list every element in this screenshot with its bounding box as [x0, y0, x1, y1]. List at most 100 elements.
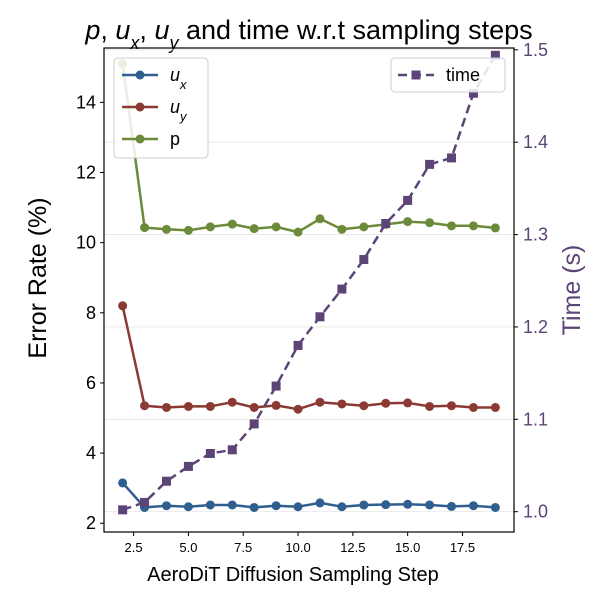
data-point	[337, 399, 347, 409]
data-point	[161, 224, 171, 234]
y-axis-label: Error Rate (%)	[24, 197, 52, 358]
data-point	[249, 224, 259, 234]
y2-tick-label: 1.0	[523, 502, 548, 522]
legend-entry: uy	[122, 97, 188, 124]
y-tick-label: 10	[76, 233, 96, 253]
y2-tick-label: 1.2	[523, 317, 548, 337]
data-point	[359, 255, 369, 265]
legend-label: time	[446, 65, 480, 85]
legend-label-base: u	[170, 97, 180, 117]
data-point	[490, 502, 500, 512]
legend-label: p	[170, 129, 180, 149]
data-point	[490, 50, 500, 60]
series-u-y	[118, 301, 500, 414]
data-point	[271, 222, 281, 232]
data-point	[337, 224, 347, 234]
data-point	[468, 221, 478, 231]
legend-entry: ux	[122, 65, 187, 92]
y2-axis-label: Time (s)	[558, 245, 586, 336]
title-subscript: x	[129, 33, 140, 53]
data-point	[468, 501, 478, 511]
data-point	[403, 398, 413, 408]
y-axis-right: 1.0 1.1 1.2 1.3 1.4 1.5	[514, 40, 548, 522]
data-point	[468, 402, 478, 412]
title-part: ,	[100, 15, 115, 45]
legend-marker	[135, 134, 145, 144]
data-point	[271, 381, 281, 391]
data-point	[249, 502, 259, 512]
data-point	[249, 402, 259, 412]
legend-entry: time	[398, 65, 480, 85]
series-p	[118, 59, 500, 237]
x-axis-label: AeroDiT Diffusion Sampling Step	[147, 564, 439, 586]
data-point	[183, 461, 193, 471]
legend-entry: p	[122, 129, 180, 149]
data-point	[447, 401, 457, 411]
y-tick-label: 4	[86, 443, 96, 463]
data-point	[447, 501, 457, 511]
y2-tick-label: 1.1	[523, 409, 548, 429]
data-point	[118, 478, 128, 488]
y2-tick-label: 1.3	[523, 225, 548, 245]
x-tick-label: 7.5	[234, 540, 252, 555]
data-point	[337, 284, 347, 294]
data-point	[183, 401, 193, 411]
plot-frame	[103, 47, 515, 533]
x-tick-label: 10.0	[285, 540, 310, 555]
title-part: u	[115, 15, 130, 45]
data-point	[161, 501, 171, 511]
data-point	[381, 500, 391, 510]
y-tick-label: 12	[76, 163, 96, 183]
data-point	[227, 397, 237, 407]
legend-right: time	[390, 57, 506, 93]
series-u-x	[118, 478, 500, 512]
data-point	[425, 218, 435, 228]
title-part: ,	[139, 15, 154, 45]
y-tick-label: 6	[86, 373, 96, 393]
data-point	[293, 404, 303, 414]
data-point	[227, 500, 237, 510]
legend-marker	[411, 70, 421, 80]
y2-tick-label: 1.5	[523, 40, 548, 60]
data-point	[490, 223, 500, 233]
legend-label-subscript: y	[179, 109, 188, 124]
title-part: u	[154, 15, 169, 45]
title-part: and time w.r.t sampling steps	[178, 15, 532, 45]
data-point	[315, 214, 325, 224]
series-line	[121, 482, 496, 509]
chart-title: p, ux, uy and time w.r.t sampling steps	[84, 15, 532, 53]
data-point	[183, 502, 193, 512]
y-tick-label: 8	[86, 303, 96, 323]
data-point	[337, 502, 347, 512]
data-point	[140, 497, 150, 507]
data-point	[118, 505, 128, 515]
data-point	[271, 400, 281, 410]
series-layer	[118, 50, 500, 515]
data-point	[447, 153, 457, 163]
data-point	[425, 401, 435, 411]
data-point	[315, 498, 325, 508]
data-point	[227, 445, 237, 455]
data-point	[227, 219, 237, 229]
data-point	[381, 398, 391, 408]
data-point	[359, 500, 369, 510]
x-tick-label: 12.5	[340, 540, 365, 555]
data-point	[205, 448, 215, 458]
data-point	[140, 223, 150, 233]
x-tick-label: 5.0	[179, 540, 197, 555]
y-tick-label: 2	[86, 513, 96, 533]
x-tick-label: 17.5	[450, 540, 475, 555]
x-axis: 2.5 5.0 7.5 10.0 12.5 15.0 17.5	[125, 532, 475, 555]
data-point	[315, 397, 325, 407]
legend-label: ux	[170, 65, 187, 92]
data-point	[205, 222, 215, 232]
data-point	[425, 159, 435, 169]
data-point	[425, 500, 435, 510]
legend-label-base: time	[446, 65, 480, 85]
data-point	[205, 500, 215, 510]
legend-label-base: u	[170, 65, 180, 85]
data-point	[315, 312, 325, 322]
data-point	[447, 221, 457, 231]
data-point	[359, 401, 369, 411]
